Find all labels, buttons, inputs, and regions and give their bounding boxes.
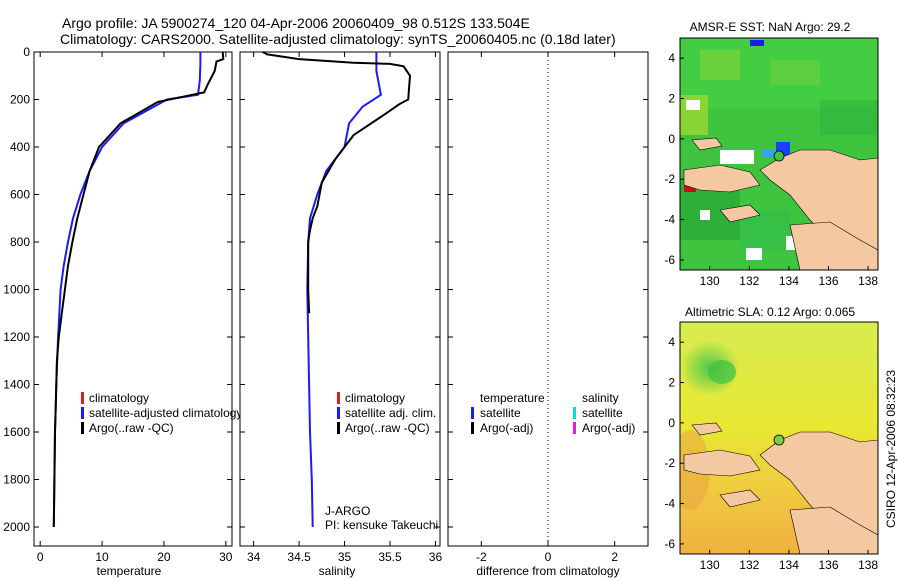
legend-swatch-climatology (337, 392, 340, 404)
map-x-tick-label: 136 (818, 558, 838, 572)
legend-label-climatology: climatology (89, 391, 149, 405)
x-tick-label: 20 (157, 550, 171, 564)
legend-label-satellite: satellite-adjusted climatology (89, 406, 242, 420)
map-x-tick-label: 134 (779, 558, 799, 572)
y-tick-label: 1600 (3, 425, 30, 439)
sst-map: AMSR-E SST: NaN Argo: 29.2 (664, 20, 879, 288)
y-tick-label: 1000 (3, 283, 30, 297)
map-x-tick-label: 130 (700, 274, 720, 288)
x-tick-label: 0 (545, 550, 552, 564)
map-y-tick-label: 2 (668, 376, 675, 390)
y-tick-label: 1800 (3, 473, 30, 487)
map-y-tick-label: -2 (664, 456, 675, 470)
header-line-2: Climatology: CARS2000. Satellite-adjuste… (60, 31, 616, 47)
map-x-tick-label: 130 (700, 558, 720, 572)
sla-map: Altimetric SLA: 0.12 Argo: 0.065 130 132 1… (664, 305, 879, 572)
salinity-panel: 34 34.5 35 35.5 36 salinity climatology sate… (239, 51, 443, 578)
map-x-tick-label: 132 (739, 558, 759, 572)
x-tick-label: 0 (37, 550, 44, 564)
legend-header-temperature: temperature (480, 391, 545, 405)
legend-swatch-sal-argo (573, 422, 576, 434)
map-y-tick-label: 2 (668, 92, 675, 106)
difference-xlabel: difference from climatology (476, 564, 619, 578)
y-tick-label: 400 (10, 140, 30, 154)
temperature-axes-box (33, 51, 233, 547)
legend-label-temp-argo: Argo(-adj) (480, 421, 533, 435)
legend-label-argo: Argo(..raw -QC) (89, 421, 174, 435)
legend-swatch-temp-satellite (471, 407, 474, 419)
map-y-tick-label: -4 (664, 213, 675, 227)
y-tick-label: 200 (10, 93, 30, 107)
legend-label-satellite: satellite adj. clim. (345, 406, 436, 420)
difference-panel: -2 0 2 difference from climatology tempera… (447, 51, 649, 578)
legend-swatch-satellite (81, 407, 84, 419)
x-tick-label: 35 (338, 550, 352, 564)
map-x-tick-label: 138 (858, 558, 878, 572)
y-tick-label: 2000 (3, 520, 30, 534)
y-tick-label: 1400 (3, 378, 30, 392)
x-tick-label: 35.5 (378, 550, 402, 564)
map-y-tick-label: -6 (664, 537, 675, 551)
legend-swatch-temp-argo (471, 422, 474, 434)
x-tick-label: 2 (611, 550, 618, 564)
annotation-j-argo: J-ARGO (325, 504, 370, 518)
sla-map-title: Altimetric SLA: 0.12 Argo: 0.065 (685, 305, 855, 319)
sst-axes-box (679, 37, 879, 271)
series-line-argo-raw-qc (52, 51, 225, 528)
map-x-tick-label: 136 (818, 274, 838, 288)
salinity-axes-box (239, 51, 441, 547)
y-tick-label: 800 (10, 235, 30, 249)
legend-swatch-satellite (337, 407, 340, 419)
map-y-tick-label: 0 (668, 132, 675, 146)
y-tick-label: 0 (23, 45, 30, 59)
legend-swatch-sal-satellite (573, 407, 576, 419)
difference-axes-box (447, 51, 649, 547)
legend-header-salinity: salinity (582, 391, 619, 405)
map-y-tick-label: -2 (664, 172, 675, 186)
series-line-satellite-adj-clim (306, 52, 383, 528)
series-line-argo-raw-qc (262, 51, 412, 314)
map-y-tick-label: 0 (668, 416, 675, 430)
map-y-tick-label: 4 (668, 51, 675, 65)
y-tick-label: 600 (10, 188, 30, 202)
legend-swatch-climatology (81, 392, 84, 404)
legend-label-temp-satellite: satellite (480, 406, 521, 420)
side-stamp: CSIRO 12-Apr-2006 08:32:23 (884, 370, 898, 528)
map-y-tick-label: -4 (664, 497, 675, 511)
y-tick-label: 1200 (3, 330, 30, 344)
map-x-tick-label: 138 (858, 274, 878, 288)
x-tick-label: 30 (219, 550, 233, 564)
salinity-legend: climatology satellite adj. clim. Argo(..… (337, 391, 436, 435)
temperature-legend: climatology satellite-adjusted climatolo… (81, 391, 242, 435)
temperature-xlabel: temperature (97, 564, 162, 578)
legend-label-climatology: climatology (345, 391, 405, 405)
legend-label-sal-satellite: satellite (582, 406, 623, 420)
legend-swatch-argo (337, 422, 340, 434)
x-tick-label: 36 (429, 550, 443, 564)
map-x-tick-label: 134 (779, 274, 799, 288)
x-tick-label: 34 (247, 550, 261, 564)
temperature-panel: 0 10 20 30 0 200 400 600 800 1000 1200 1400 1600 1800… (3, 45, 242, 578)
sst-map-title: AMSR-E SST: NaN Argo: 29.2 (690, 20, 851, 34)
header-line-1: Argo profile: JA 5900274_120 04-Apr-2006… (62, 15, 530, 31)
annotation-pi: PI: kensuke Takeuchi (325, 518, 438, 532)
map-y-tick-label: 4 (668, 335, 675, 349)
salinity-xlabel: salinity (319, 564, 356, 578)
map-x-tick-label: 132 (739, 274, 759, 288)
legend-label-sal-argo: Argo(-adj) (582, 421, 635, 435)
x-tick-label: 34.5 (287, 550, 311, 564)
x-tick-label: 10 (95, 550, 109, 564)
sst-missing-data (686, 100, 700, 110)
argo-location-marker (773, 150, 785, 162)
difference-legend: temperature salinity satellite Argo(-adj… (471, 391, 635, 435)
map-y-tick-label: -6 (664, 253, 675, 267)
legend-label-argo: Argo(..raw -QC) (345, 421, 430, 435)
argo-location-marker (773, 434, 785, 446)
sla-axes-box (679, 321, 879, 555)
legend-swatch-argo (81, 422, 84, 434)
x-tick-label: -2 (476, 550, 487, 564)
